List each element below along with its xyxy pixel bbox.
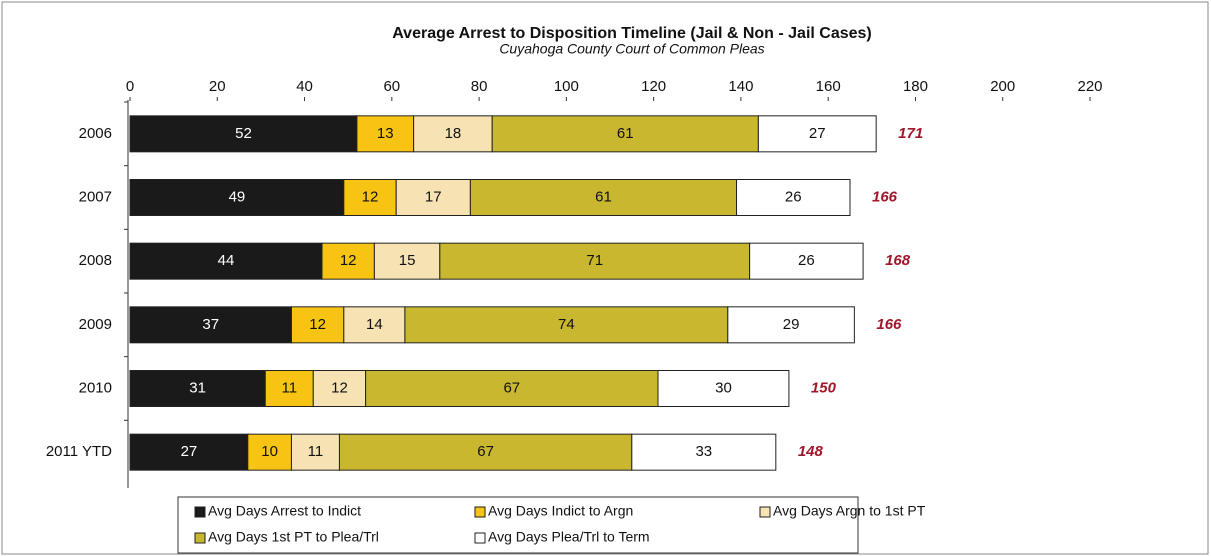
y-tick-label: 2006 <box>79 125 112 142</box>
data-label: 30 <box>715 379 732 396</box>
legend <box>177 496 859 554</box>
data-label: 12 <box>340 252 357 269</box>
y-tick-label: 2007 <box>79 188 112 205</box>
bar-segment <box>247 433 292 471</box>
x-tick-label: 80 <box>471 78 488 95</box>
bar-segment <box>343 179 397 216</box>
x-tick-label: 140 <box>728 78 753 95</box>
data-label: 13 <box>377 125 394 142</box>
data-label: 27 <box>181 443 198 460</box>
x-tick-label: 0 <box>126 78 134 95</box>
legend-label: Avg Days Argn to 1st PT <box>773 503 926 519</box>
data-label: 15 <box>399 252 416 269</box>
y-tick-label: 2010 <box>79 379 112 396</box>
data-label: 71 <box>586 252 603 269</box>
bar-segment <box>264 370 314 407</box>
bar-segment <box>727 306 855 344</box>
x-tick-label: 60 <box>383 78 400 95</box>
bar-segment <box>290 306 345 344</box>
bar-segment <box>736 179 851 216</box>
total-label: 148 <box>798 443 824 460</box>
data-label: 74 <box>558 316 575 333</box>
data-label: 12 <box>309 316 326 333</box>
bar-segment <box>365 370 659 407</box>
data-label: 33 <box>695 443 712 460</box>
data-label: 12 <box>362 188 379 205</box>
x-tick-label: 20 <box>209 78 226 95</box>
x-tick-label: 180 <box>903 78 928 95</box>
legend-swatch <box>759 506 771 518</box>
total-label: 166 <box>876 316 902 333</box>
data-label: 17 <box>425 188 442 205</box>
x-tick-label: 160 <box>816 78 841 95</box>
bar-segment <box>439 242 751 280</box>
bar-segment <box>469 179 738 216</box>
y-tick-label: 2008 <box>79 252 112 269</box>
data-label: 18 <box>445 125 462 142</box>
bar-segment <box>631 433 777 471</box>
data-label: 37 <box>202 316 219 333</box>
bar-segment <box>129 433 249 471</box>
bar-segment <box>129 115 358 153</box>
total-label: 150 <box>811 379 837 396</box>
bar-segment <box>321 242 375 280</box>
legend-swatch <box>474 532 486 544</box>
data-label: 11 <box>308 443 324 460</box>
bar-segment <box>129 306 292 344</box>
legend-label: Avg Days Arrest to Indict <box>208 503 361 519</box>
bar-segment <box>129 370 266 407</box>
data-label: 44 <box>218 252 235 269</box>
data-label: 26 <box>798 252 815 269</box>
data-label: 61 <box>617 125 634 142</box>
bar-segment <box>338 433 633 471</box>
bar-segment <box>290 433 340 471</box>
legend-label: Avg Days Plea/Trl to Term <box>488 529 650 545</box>
data-label: 52 <box>235 125 252 142</box>
legend-label: Avg Days 1st PT to Plea/Trl <box>208 529 379 545</box>
x-tick-label: 40 <box>296 78 313 95</box>
legend-swatch <box>194 506 206 518</box>
bar-segment <box>491 115 759 153</box>
legend-swatch <box>474 506 486 518</box>
x-tick-label: 120 <box>641 78 666 95</box>
legend-swatch <box>194 532 206 544</box>
bar-segment <box>312 370 367 407</box>
bar-segment <box>749 242 864 280</box>
x-tick-label: 100 <box>554 78 579 95</box>
chart-title: Average Arrest to Disposition Timeline (… <box>392 25 872 42</box>
data-label: 61 <box>595 188 612 205</box>
bar-segment <box>757 115 877 153</box>
total-label: 168 <box>885 252 911 269</box>
data-label: 31 <box>189 379 206 396</box>
y-tick-label: 2009 <box>79 316 112 333</box>
data-label: 12 <box>331 379 348 396</box>
data-label: 27 <box>809 125 826 142</box>
total-label: 166 <box>872 188 898 205</box>
data-label: 67 <box>477 443 494 460</box>
data-label: 67 <box>503 379 520 396</box>
chart-subtitle: Cuyahoga County Court of Common Pleas <box>499 41 764 57</box>
x-tick-label: 200 <box>990 78 1015 95</box>
data-label: 29 <box>783 316 800 333</box>
y-tick-label: 2011 YTD <box>46 443 112 460</box>
bar-segment <box>129 242 323 280</box>
data-label: 14 <box>366 316 383 333</box>
bar-segment <box>129 179 345 216</box>
data-label: 49 <box>229 188 246 205</box>
data-label: 10 <box>261 443 278 460</box>
total-label: 171 <box>898 125 923 142</box>
bar-segment <box>373 242 441 280</box>
data-label: 11 <box>281 379 297 396</box>
x-tick-label: 220 <box>1077 78 1102 95</box>
data-label: 26 <box>785 188 802 205</box>
bar-segment <box>404 306 729 344</box>
legend-label: Avg Days Indict to Argn <box>488 503 633 519</box>
bar-segment <box>657 370 790 407</box>
